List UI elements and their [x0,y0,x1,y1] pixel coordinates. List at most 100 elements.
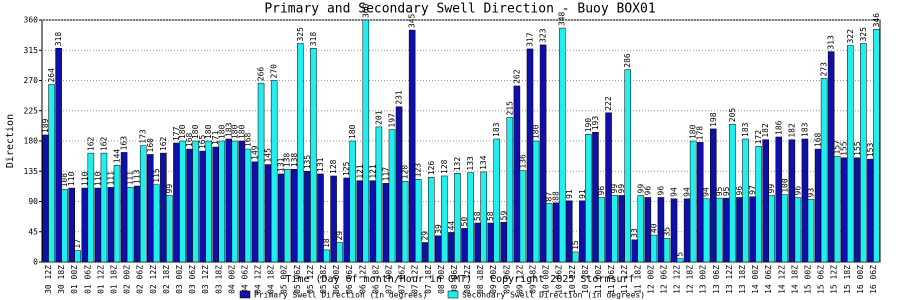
x-tick-label: 13 00Z [699,265,708,294]
x-tick-label: 01 18Z [110,265,119,294]
bar [663,238,671,263]
x-tick-label: 15 18Z [843,265,852,294]
value-label: 160 [146,138,155,153]
x-tick-label: 04 18Z [267,265,276,294]
bar [820,78,828,263]
bar [670,198,678,263]
value-label: 262 [512,69,521,84]
value-label: 317 [525,32,534,47]
bar [408,29,416,263]
value-label: 318 [54,32,63,47]
value-label: 120 [401,165,410,180]
value-label: 222 [604,96,613,111]
x-tick-label: 09 12Z [515,265,524,294]
bar [854,157,861,263]
value-label: 50 [460,217,469,227]
value-label: 149 [251,145,260,160]
bar [696,142,704,263]
value-label: 136 [518,154,527,169]
bar [755,146,762,263]
x-tick-label: 01 00Z [70,265,79,294]
bar [847,45,854,263]
bar [702,198,710,263]
value-label: 99 [617,184,626,194]
value-label: 153 [866,143,875,158]
value-label: 44 [447,221,456,231]
value-label: 138 [290,153,299,168]
bar [264,164,272,263]
bar [375,126,383,263]
value-label: 313 [827,35,836,50]
x-tick-label: 05 18Z [319,265,328,294]
bar [539,44,547,263]
bar [729,123,736,263]
bar [81,187,89,263]
x-tick-label: 13 18Z [738,265,747,294]
value-label: 168 [814,132,823,147]
value-label: 96 [793,186,802,196]
value-label: 178 [696,126,705,141]
x-tick-label: 02 06Z [136,265,145,294]
x-tick-label: 15 12Z [830,265,839,294]
value-label: 346 [872,13,881,28]
bar [637,195,645,263]
x-tick-label: 07 12Z [411,265,420,294]
x-tick-label: 04 06Z [240,265,249,294]
bar [343,177,350,263]
y-axis-title: Direction [5,114,16,168]
value-label: 59 [499,211,508,221]
bar [441,175,448,263]
bar [631,239,639,263]
bar [833,156,841,263]
x-tick-label: 12 18Z [686,265,695,294]
bar [388,129,396,263]
value-label: 93 [807,188,816,198]
y-tick-label: 225 [24,106,39,115]
x-tick-label: 06 12Z [358,265,367,294]
bar [461,228,468,263]
bar [605,112,612,263]
value-label: 29 [421,231,430,241]
x-tick-label: 08 12Z [463,265,472,294]
bar [435,235,442,263]
bar [676,258,684,263]
value-label: 117 [381,167,390,182]
bar [650,234,658,263]
value-label: 198 [709,112,718,127]
bar [356,180,364,263]
value-label: 33 [630,228,639,238]
value-label: 99 [767,184,776,194]
bar [218,140,226,263]
value-label: 325 [859,27,868,42]
bar [414,179,422,263]
bar [251,161,259,263]
value-label: 131 [316,157,325,172]
value-label: 180 [204,124,213,139]
value-label: 205 [728,108,737,123]
bar [304,171,311,263]
value-label: 128 [440,159,449,174]
bar [349,140,356,263]
value-label: 58 [473,211,482,221]
value-label: 193 [591,116,600,131]
x-tick-label: 11 00Z [594,265,603,294]
x-tick-label: 30 12Z [44,265,53,294]
bar [291,168,298,263]
value-label: 5 [676,252,685,257]
bar [120,152,128,263]
value-label: 180 [178,124,187,139]
value-label: 99 [165,184,174,194]
bar [762,139,769,263]
bar [270,80,278,263]
value-label: 111 [106,171,115,186]
bar [448,232,455,263]
value-label: 144 [113,149,122,164]
bar [592,132,599,263]
value-label: 115 [152,168,161,183]
bar [212,146,220,263]
bar [428,177,435,263]
value-label: 180 [191,124,200,139]
value-label: 134 [479,155,488,170]
bar [160,152,167,263]
value-label: 182 [787,123,796,138]
